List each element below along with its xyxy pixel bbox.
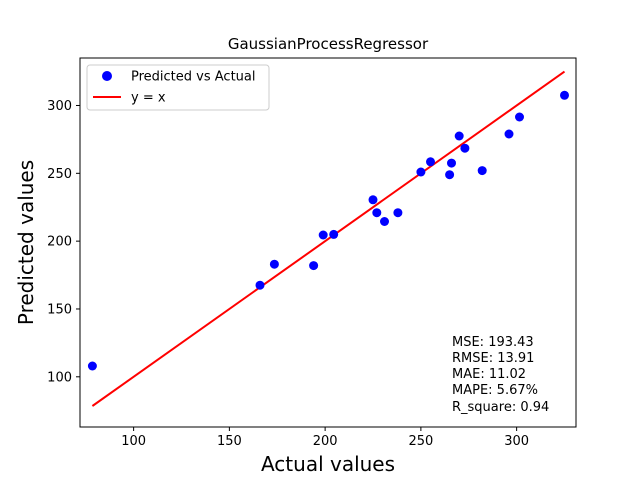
fit-line <box>91 70 566 407</box>
scatter-point <box>515 112 524 122</box>
x-tick-label: 300 <box>504 434 529 449</box>
scatter-point <box>372 208 382 218</box>
scatter-point <box>504 129 514 139</box>
scatter-point <box>368 195 378 205</box>
scatter-point <box>445 170 455 180</box>
legend-label-scatter: Predicted vs Actual <box>131 70 255 85</box>
y-tick-label: 150 <box>47 302 72 317</box>
x-tick-label: 200 <box>313 434 338 449</box>
x-axis-label: Actual values <box>261 452 395 476</box>
y-tick-label: 300 <box>47 99 72 114</box>
scatter-point <box>309 261 319 271</box>
scatter-point <box>87 361 97 371</box>
scatter-point <box>560 90 569 100</box>
legend-marker-scatter <box>102 71 112 81</box>
y-tick-label: 100 <box>47 370 72 385</box>
legend: Predicted vs Actual y = x <box>86 64 270 111</box>
scatter-point <box>460 143 470 153</box>
x-axis: 100 150 200 250 300 <box>121 427 529 449</box>
scatter-point <box>416 167 426 177</box>
fit-line-layer <box>91 70 566 407</box>
metric-mape: MAPE: 5.67% <box>452 383 538 398</box>
scatter-point <box>255 280 265 290</box>
x-tick-label: 100 <box>121 434 146 449</box>
scatter-point <box>380 217 389 226</box>
metric-r-square: R_square: 0.94 <box>452 400 549 415</box>
scatter-layer <box>87 90 569 371</box>
scatter-point <box>426 157 435 167</box>
scatter-point <box>447 158 456 168</box>
y-tick-label: 250 <box>47 167 72 182</box>
plot-frame <box>79 57 577 428</box>
x-tick-label: 250 <box>408 434 433 449</box>
legend-box <box>86 64 270 111</box>
scatter-point <box>393 208 403 218</box>
metric-mse: MSE: 193.43 <box>452 335 534 350</box>
y-axis-label: Predicted values <box>14 160 38 325</box>
metric-rmse: RMSE: 13.91 <box>452 351 534 366</box>
x-tick-label: 150 <box>217 434 242 449</box>
legend-label-line: y = x <box>131 91 166 106</box>
y-axis: 100 150 200 250 300 <box>47 99 80 385</box>
scatter-point <box>318 230 328 240</box>
chart-title: GaussianProcessRegressor <box>228 35 429 53</box>
metrics-annotation: MSE: 193.43 RMSE: 13.91 MAE: 11.02 MAPE:… <box>452 335 549 415</box>
scatter-point <box>329 229 339 239</box>
metric-mae: MAE: 11.02 <box>452 367 526 382</box>
y-tick-label: 200 <box>47 235 72 250</box>
scatter-point <box>269 259 279 269</box>
scatter-point <box>454 131 464 141</box>
scatter-point <box>477 166 487 176</box>
plot-area <box>79 57 577 428</box>
